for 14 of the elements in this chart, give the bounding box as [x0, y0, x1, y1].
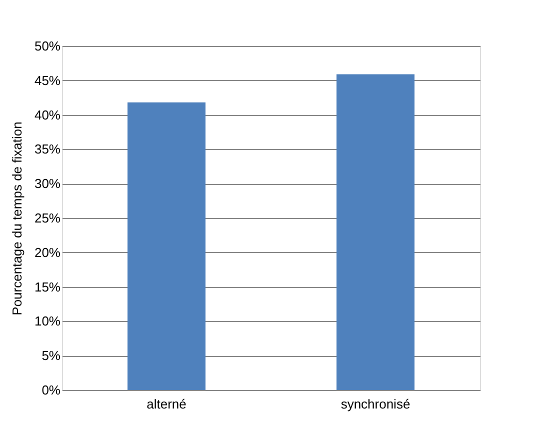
y-tick-label: 35%	[34, 142, 61, 157]
y-tick-label: 20%	[34, 244, 61, 260]
y-tick-label: 0%	[42, 382, 61, 398]
y-tick-label: 5%	[42, 348, 61, 364]
x-tick-label: synchronisé	[340, 396, 410, 412]
y-tick-label: 25%	[34, 210, 61, 226]
y-tick-label: 45%	[34, 72, 61, 88]
y-axis-title: Pourcentage du temps de fixation	[9, 122, 24, 316]
y-tick-label: 40%	[34, 107, 61, 122]
y-tick-label: 30%	[34, 176, 61, 192]
y-tick-label: 15%	[34, 279, 61, 294]
y-tick-label: 10%	[34, 314, 61, 329]
y-tick-label: 50%	[34, 38, 61, 54]
x-tick-label: alterné	[146, 396, 186, 412]
